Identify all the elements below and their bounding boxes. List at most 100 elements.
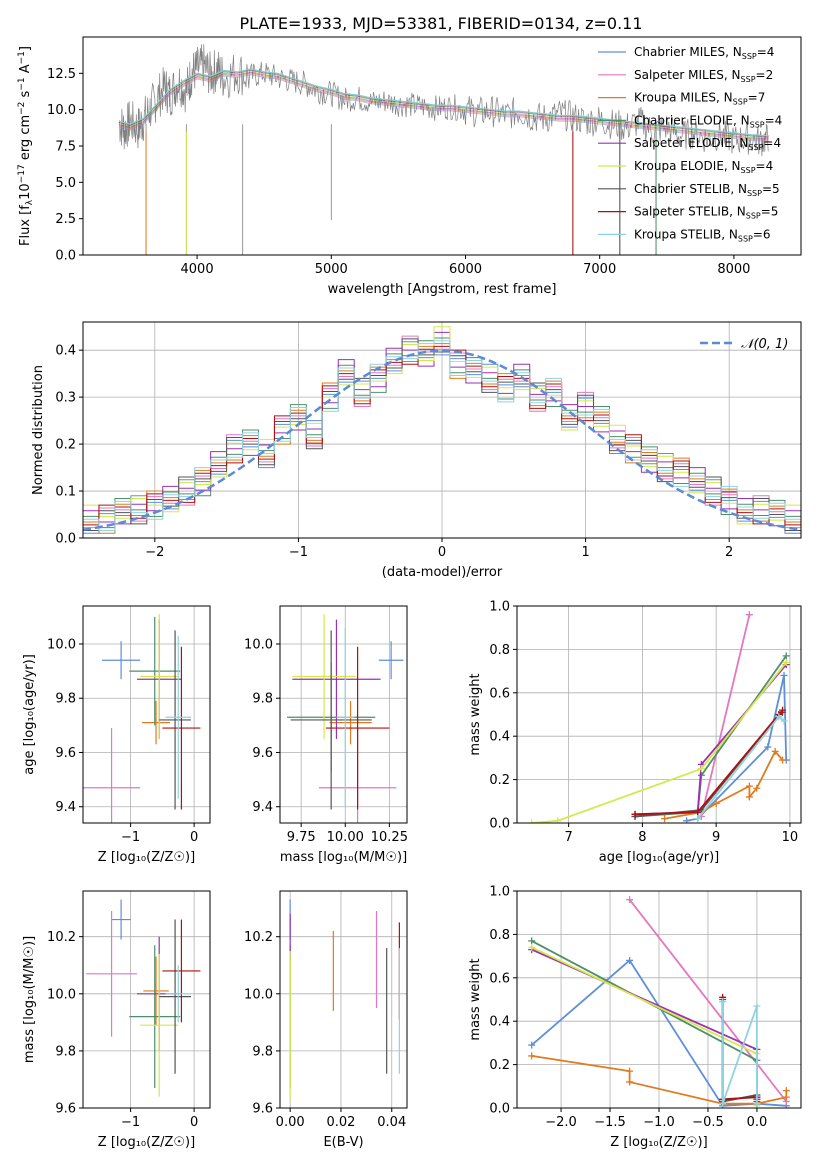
x-tick-label: 9.75 xyxy=(287,830,316,845)
y-tick-label: 0.1 xyxy=(55,485,76,500)
x-tick-label: 4000 xyxy=(181,262,214,277)
y-tick-label: 9.8 xyxy=(252,1044,273,1059)
errorbar-point xyxy=(162,646,201,810)
x-axis-label: age [log₁₀(age/yr)] xyxy=(599,850,720,865)
legend-label: Salpeter MILES, NSSP=2 xyxy=(634,68,773,84)
weight-line xyxy=(634,709,784,816)
y-axis-label: Normed distribution xyxy=(31,365,46,495)
y-tick-label: 0.2 xyxy=(489,773,510,788)
plot-area xyxy=(528,611,790,823)
y-tick-label: 1.0 xyxy=(489,600,510,615)
chart-weight-vs-Z: −2.0 −1.5 −1.0 −0.5 0.0 0.0 0.2 0.4 0.6 0.8 1.0 Z [… xyxy=(468,885,802,1150)
y-tick-label: 0.6 xyxy=(489,971,510,986)
x-tick-label: 9 xyxy=(712,830,720,845)
model-fit-line xyxy=(119,72,769,140)
errorbar-point xyxy=(159,630,191,810)
y-tick-label: 0.4 xyxy=(55,344,76,359)
model-fit-line xyxy=(119,70,769,139)
marker-plus xyxy=(712,799,720,807)
marker-plus xyxy=(782,1093,790,1101)
x-tick-label: 8 xyxy=(638,830,646,845)
y-tick-label: 9.6 xyxy=(252,746,273,761)
histogram-step xyxy=(83,343,801,534)
x-tick-label: 0.04 xyxy=(377,1115,406,1130)
chart-weight-vs-age: 7 8 9 10 0.0 0.2 0.4 0.6 0.8 1.0 age [log₁₀(age/yr… xyxy=(468,600,802,865)
histogram-step xyxy=(83,331,801,527)
plot-area xyxy=(289,899,400,1100)
model-fit-line xyxy=(119,69,769,137)
errorbar-point xyxy=(143,956,169,1026)
x-axis-label: (data-model)/error xyxy=(382,565,503,580)
chart-residuals: −2 −1 0 1 2 0.0 0.1 0.2 0.3 0.4 𝒩(0, 1) (data-model… xyxy=(31,321,802,580)
y-tick-label: 9.6 xyxy=(252,1102,273,1117)
x-tick-label: 7000 xyxy=(583,262,616,277)
x-tick-label: 0.0 xyxy=(747,1115,768,1130)
x-tick-label: 10.00 xyxy=(327,830,364,845)
x-axis-label: Z [log₁₀(Z/Z☉)] xyxy=(610,1135,707,1150)
axes-frame xyxy=(82,321,802,539)
x-axis-label: wavelength [Angstrom, rest frame] xyxy=(328,282,557,297)
x-tick-label: −1.0 xyxy=(643,1115,675,1130)
x-tick-label: 6000 xyxy=(449,262,482,277)
axes-frame xyxy=(279,890,408,1109)
x-tick-label: 0 xyxy=(190,1115,198,1130)
y-tick-label: 9.6 xyxy=(55,1102,76,1117)
marker-plus xyxy=(779,706,787,714)
y-tick-label: 10.2 xyxy=(47,930,76,945)
y-tick-label: 9.8 xyxy=(55,692,76,707)
legend-label: Kroupa MILES, NSSP=7 xyxy=(634,91,765,107)
x-tick-label: −0.5 xyxy=(692,1115,724,1130)
marker-plus xyxy=(745,611,753,619)
chart-age-vs-mass: 9.75 10.00 10.25 9.4 9.6 9.8 10.0 mass [log₁₀(M… xyxy=(244,605,408,865)
legend: Chabrier MILES, NSSP=4 Salpeter MILES, NS… xyxy=(598,45,782,243)
y-tick-label: 10.0 xyxy=(47,103,76,118)
marker-plus xyxy=(779,756,787,764)
axes-frame xyxy=(516,890,802,1109)
weight-line xyxy=(700,614,751,817)
marker-plus xyxy=(697,765,705,773)
weight-line xyxy=(531,661,787,823)
chart-age-vs-Z: −1 0 9.4 9.6 9.8 10.0 Z [log₁₀(Z/Z☉)] age [log₁… xyxy=(22,605,211,865)
chart-mass-vs-Z: −1 0 9.6 9.8 10.0 10.2 Z [log₁₀(Z/Z☉)] mass [lo… xyxy=(22,890,211,1150)
y-tick-label: 0.6 xyxy=(489,686,510,701)
x-tick-label: 0 xyxy=(438,545,446,560)
x-axis-label: mass [log₁₀(M/M☉)] xyxy=(280,850,407,865)
x-axis-label: E(B-V) xyxy=(323,1135,363,1150)
chart-spectrum: 4000 5000 6000 7000 8000 0.0 2.5 5.0 7.5 10.0 12.5… xyxy=(17,36,802,297)
histogram-step xyxy=(83,337,801,529)
x-tick-label: −1 xyxy=(121,830,140,845)
y-tick-label: 9.4 xyxy=(252,800,273,815)
marker-plus xyxy=(745,793,753,801)
legend-label: Chabrier ELODIE, NSSP=4 xyxy=(634,113,782,129)
y-tick-label: 10.0 xyxy=(47,637,76,652)
marker-plus xyxy=(528,943,536,951)
marker-plus xyxy=(719,998,727,1006)
errorbar-point xyxy=(140,614,179,739)
y-tick-label: 10.0 xyxy=(47,987,76,1002)
y-tick-label: 1.0 xyxy=(489,885,510,900)
y-axis-label: Flux [fλ10−17 erg cm−2 s−1 A−1] xyxy=(17,46,35,246)
histogram-step xyxy=(83,345,801,526)
histogram-step xyxy=(83,326,801,525)
y-tick-label: 0.0 xyxy=(55,249,76,264)
x-tick-label: −2.0 xyxy=(545,1115,577,1130)
histogram-step xyxy=(83,335,801,529)
x-tick-label: −2 xyxy=(145,545,164,560)
plot-area xyxy=(528,896,790,1108)
plot-area xyxy=(118,44,769,255)
x-tick-label: 0.02 xyxy=(326,1115,355,1130)
y-tick-label: 10.0 xyxy=(244,987,273,1002)
y-tick-label: 0.4 xyxy=(489,1015,510,1030)
y-tick-label: 9.6 xyxy=(55,746,76,761)
y-tick-label: 0.0 xyxy=(55,532,76,547)
errorbar-point xyxy=(325,646,390,810)
errorbar-point xyxy=(142,700,170,745)
y-tick-label: 7.5 xyxy=(55,140,76,155)
model-fit-line xyxy=(119,73,769,142)
errorbar-point xyxy=(83,728,141,823)
axes-frame xyxy=(82,890,211,1109)
marker-plus xyxy=(661,815,669,823)
chart-mass-vs-EBV: 0.00 0.02 0.04 9.6 9.8 10.0 10.2 E(B-V) xyxy=(244,890,408,1150)
marker-plus xyxy=(775,713,783,721)
